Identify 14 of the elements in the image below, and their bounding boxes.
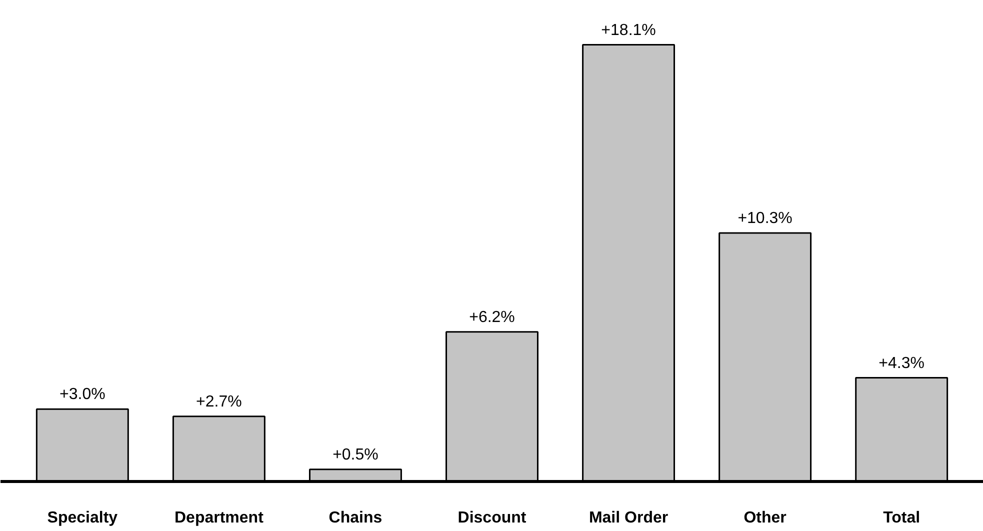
- data-label: +6.2%: [469, 308, 515, 326]
- x-tick-label: Total: [883, 510, 920, 526]
- data-label: +10.3%: [738, 210, 792, 227]
- x-tick-label: Discount: [458, 510, 527, 526]
- data-label: +4.3%: [878, 354, 924, 372]
- x-tick-label: Specialty: [47, 510, 118, 526]
- data-label: +18.1%: [601, 22, 656, 39]
- x-tick-label: Chains: [328, 510, 382, 526]
- data-label: +0.5%: [332, 446, 378, 464]
- x-tick-label: Mail Order: [588, 510, 668, 526]
- x-tick-label: Department: [174, 510, 264, 526]
- data-label: +2.7%: [196, 393, 242, 410]
- data-label: +3.0%: [60, 386, 106, 404]
- x-tick-label: Other: [744, 510, 786, 526]
